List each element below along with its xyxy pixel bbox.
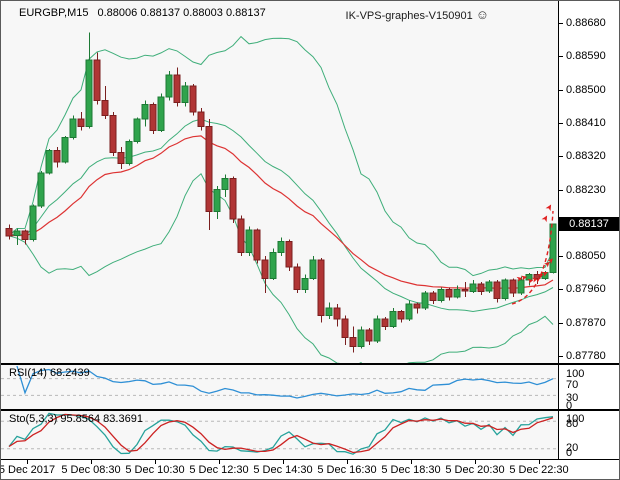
rsi-plot — [1, 365, 558, 399]
time-tick — [27, 460, 28, 464]
price-axis-label: 0.88050 — [566, 250, 606, 262]
price-tick — [559, 256, 563, 257]
rsi-panel: RSI(14) 68.2439 — [1, 365, 558, 409]
price-tick — [559, 23, 563, 24]
time-tick — [219, 460, 220, 464]
price-tick — [559, 323, 563, 324]
price-tick — [559, 156, 563, 157]
time-tick — [539, 460, 540, 464]
price-tick — [559, 289, 563, 290]
time-axis-label: 5 Dec 2017 — [0, 464, 56, 476]
rsi-axis-label: 0 — [566, 400, 573, 412]
time-axis[interactable]: 5 Dec 2017 5 Dec 08:30 5 Dec 10:30 5 Dec 12… — [0, 460, 619, 479]
time-tick — [155, 460, 156, 464]
time-tick — [347, 460, 348, 464]
time-axis-label: 5 Dec 12:30 — [189, 464, 249, 476]
time-tick — [283, 460, 284, 464]
separator-main-rsi — [1, 363, 619, 365]
price-tick — [559, 356, 563, 357]
axis-border — [558, 1, 559, 460]
price-tick — [559, 90, 563, 91]
time-axis-label: 5 Dec 20:30 — [445, 464, 505, 476]
price-axis-label: 0.87870 — [566, 317, 606, 329]
stochastic-plot — [1, 412, 558, 455]
watermark: IK-VPS-graphes-V150901 ☺ — [346, 7, 489, 22]
rsi-label: RSI(14) 68.2439 — [9, 367, 90, 379]
time-axis-label: 5 Dec 22:30 — [509, 464, 569, 476]
price-tick — [559, 123, 563, 124]
rsi-axis-label: 70 — [566, 379, 579, 391]
price-axis-label: 0.87780 — [566, 350, 606, 362]
price-axis-label: 0.88500 — [566, 84, 606, 96]
price-tick — [559, 190, 563, 191]
signal-arrow-icon: ➤ — [540, 213, 553, 225]
price-axis-label: 0.88590 — [566, 50, 606, 62]
time-tick — [91, 460, 92, 464]
sto-axis-label: 100 — [566, 413, 585, 425]
time-axis-label: 5 Dec 16:30 — [317, 464, 377, 476]
symbol-timeframe-label: EURGBP,M15 — [19, 7, 89, 19]
sto-axis-label: 0 — [566, 447, 573, 459]
chart-title: EURGBP,M15 0.88006 0.88137 0.88003 0.8813… — [19, 7, 266, 19]
ohlc-readout: 0.88006 0.88137 0.88003 0.88137 — [97, 7, 266, 19]
sto-axis-label: 80 — [566, 418, 579, 430]
time-axis-label: 5 Dec 18:30 — [381, 464, 441, 476]
rsi-axis-label: 30 — [566, 392, 579, 404]
stochastic-label: Sto(5,3,3) 95.8564 83.3691 — [9, 413, 143, 425]
price-axis-label: 0.88320 — [566, 150, 606, 162]
time-axis-label: 5 Dec 14:30 — [253, 464, 313, 476]
smiley-icon: ☺ — [475, 7, 489, 22]
sto-axis-label: 20 — [566, 442, 579, 454]
price-tick — [559, 56, 563, 57]
price-axis-label: 0.88230 — [566, 184, 606, 196]
time-axis-label: 5 Dec 10:30 — [125, 464, 185, 476]
candlestick-chart[interactable]: ➤➤ ➤➤➤➤➤➤➤➤ — [1, 1, 558, 363]
time-axis-label: 5 Dec 08:30 — [61, 464, 121, 476]
signal-arrow-icon: ➤➤ — [515, 272, 529, 284]
signal-arrow-icon: ➤➤ — [526, 274, 540, 286]
main-chart-panel[interactable]: ➤➤ ➤➤ ➤➤ ➤➤ ➤ ➤ EURGBP,M15 0.88006 0.88137 0.8… — [1, 1, 559, 363]
separator-sto-time — [1, 459, 619, 460]
time-tick — [475, 460, 476, 464]
separator-rsi-sto — [1, 409, 619, 411]
price-axis-label: 0.88680 — [566, 17, 606, 29]
price-axis-label: 0.87960 — [566, 283, 606, 295]
signal-arrow-icon: ➤ — [544, 202, 557, 214]
current-price-badge: 0.88137 — [559, 217, 619, 231]
rsi-axis-label: 100 — [566, 368, 585, 380]
stochastic-panel: Sto(5,3,3) 95.8564 83.3691 — [1, 411, 558, 459]
time-tick — [411, 460, 412, 464]
price-axis-label: 0.88410 — [566, 117, 606, 129]
watermark-text: IK-VPS-graphes-V150901 — [345, 10, 473, 22]
